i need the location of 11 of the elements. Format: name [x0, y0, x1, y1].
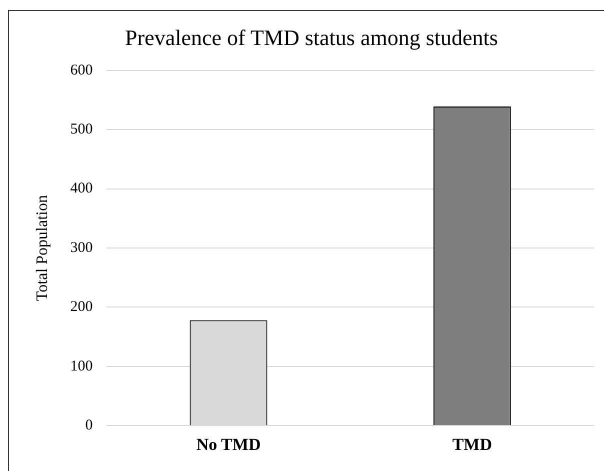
y-axis-title: Total Population — [34, 195, 51, 301]
chart-title: Prevalence of TMD status among students — [125, 24, 498, 50]
x-tick-label: TMD — [452, 435, 492, 454]
y-tick-label: 600 — [70, 62, 93, 78]
y-tick-label: 100 — [70, 358, 93, 374]
y-tick-label: 0 — [85, 418, 93, 434]
x-tick-label: No TMD — [196, 435, 261, 454]
y-tick-label: 200 — [70, 299, 93, 316]
y-tick-label: 300 — [70, 240, 93, 256]
y-tick-label: 500 — [70, 122, 93, 138]
y-tick-label: 400 — [70, 180, 93, 197]
